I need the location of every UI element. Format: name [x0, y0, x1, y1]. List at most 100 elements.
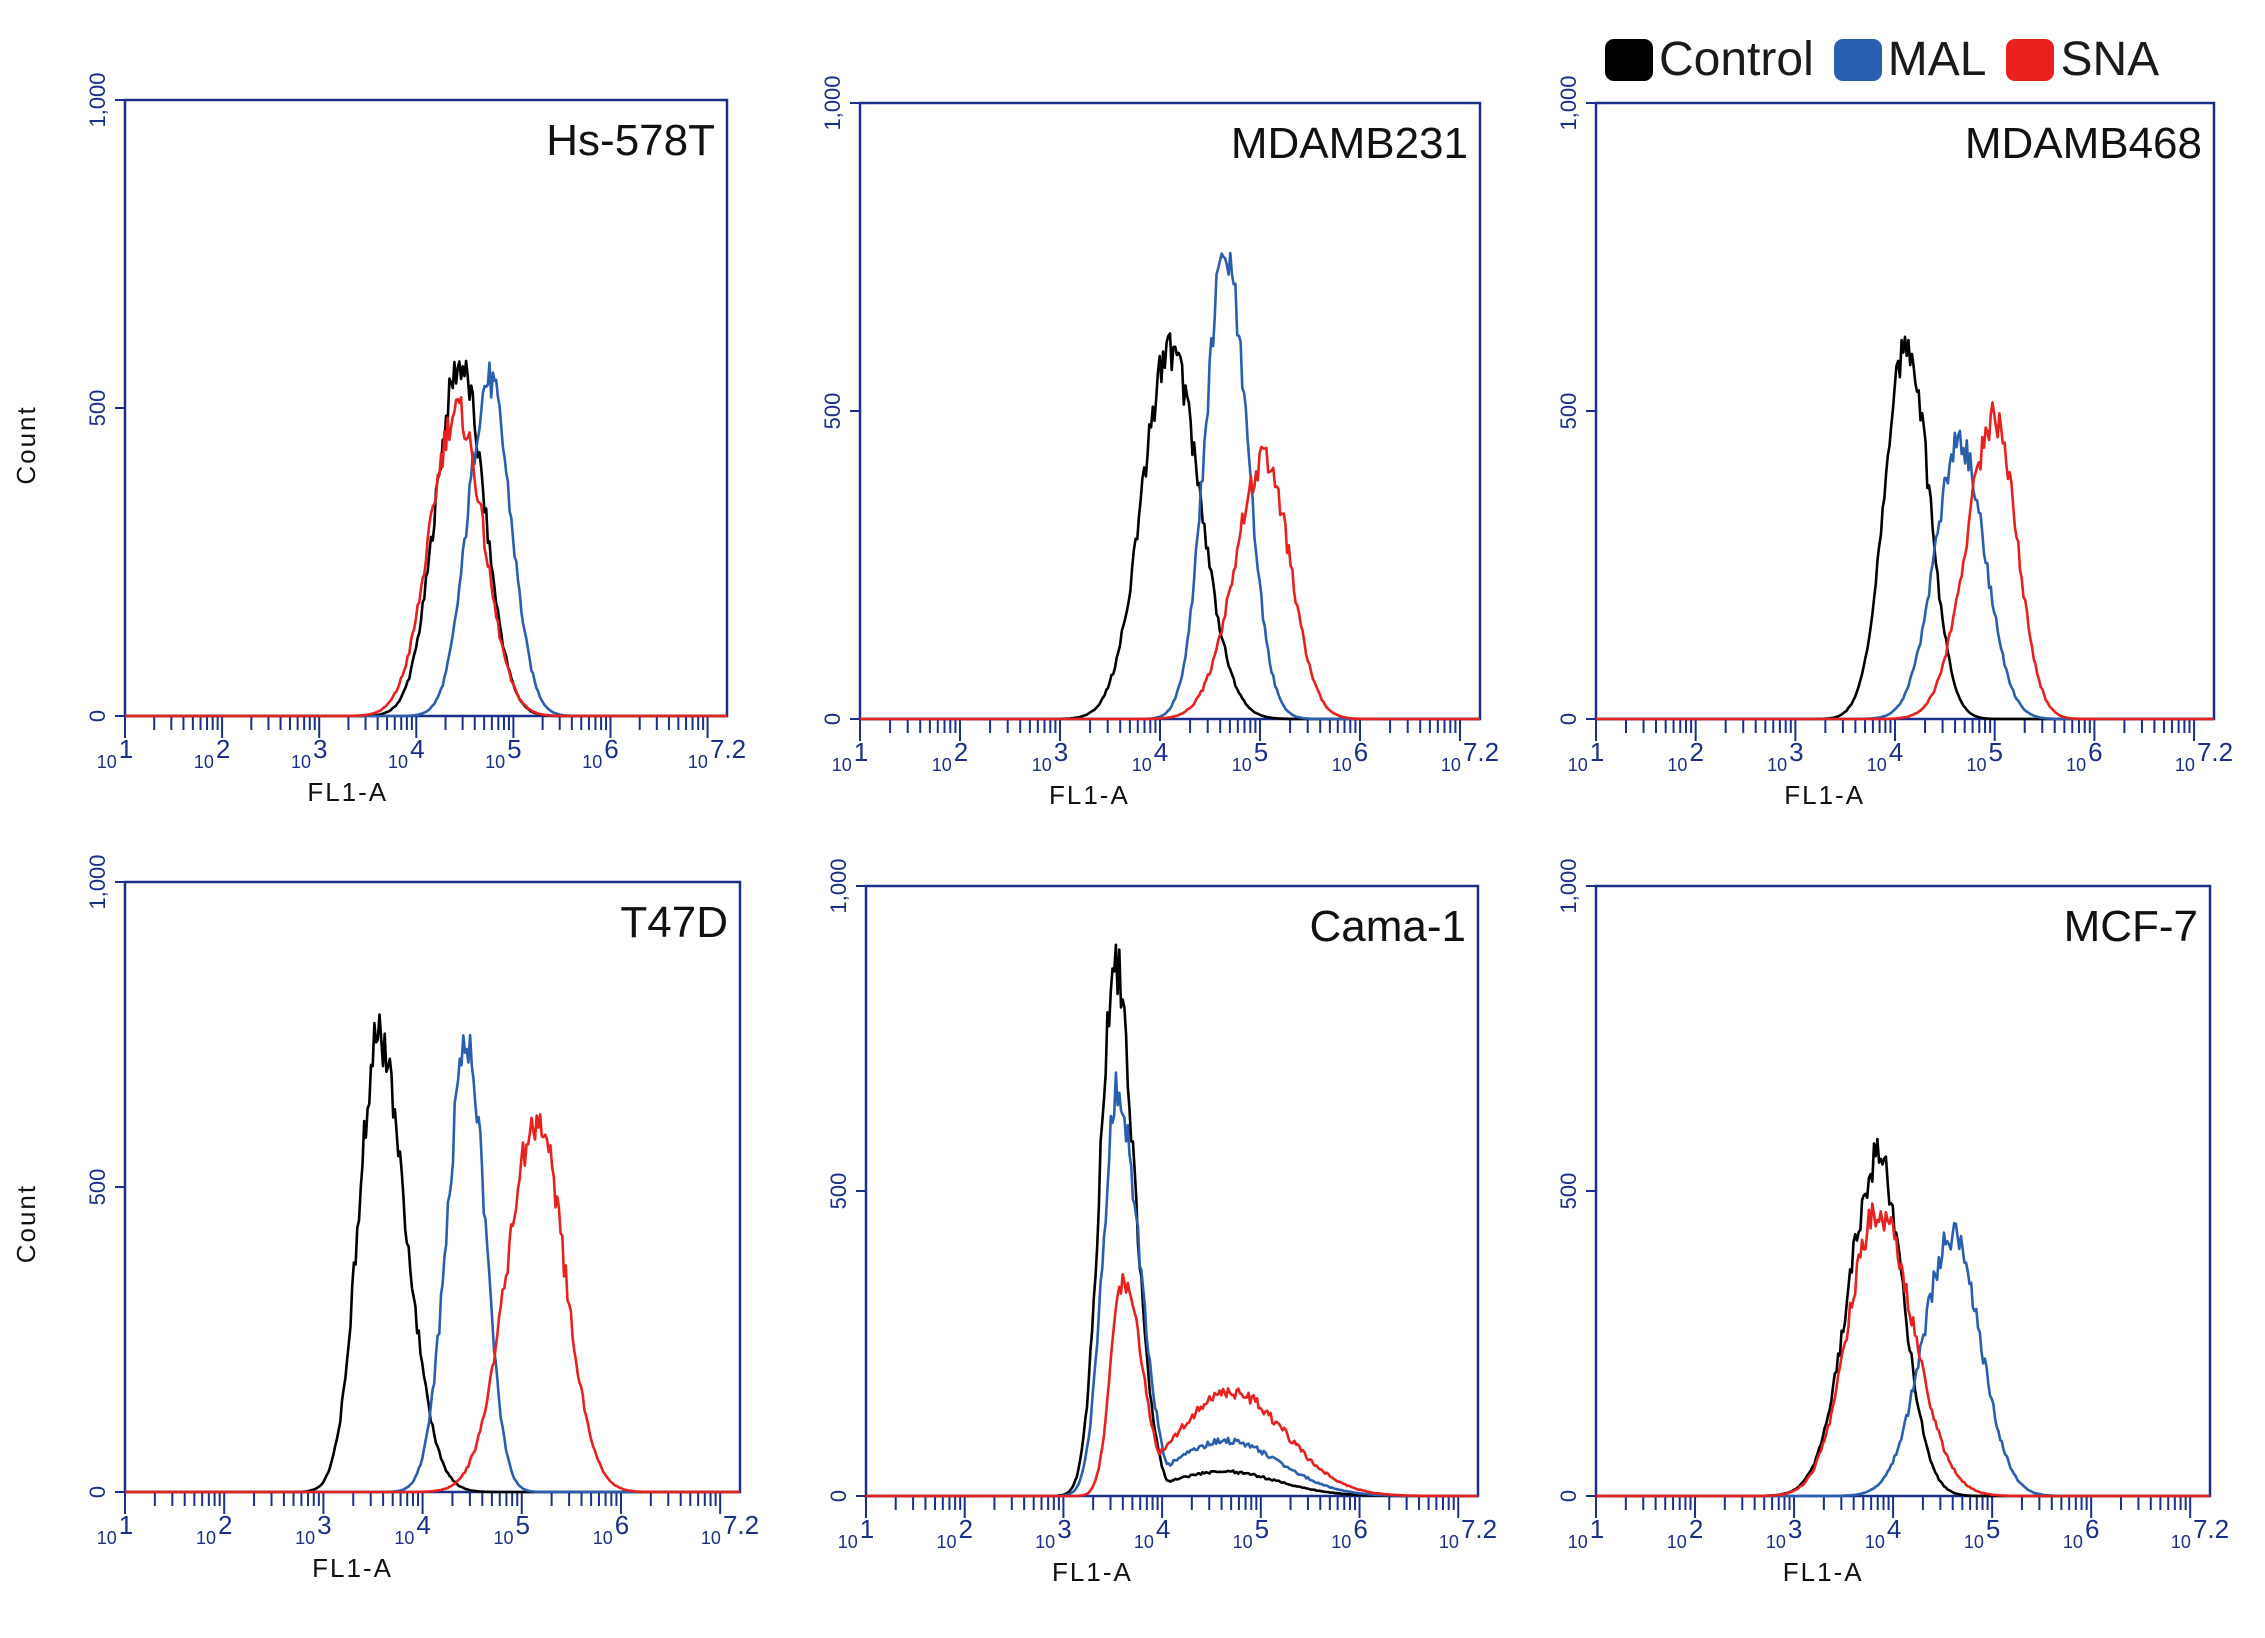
x-minor-ticks [1595, 719, 2196, 741]
x-tick-label: 107.2 [701, 1510, 759, 1548]
x-tick-label: 107.2 [2175, 737, 2233, 775]
x-tick-label: 107.2 [1439, 1514, 1497, 1552]
x-tick-label: 106 [2066, 737, 2103, 775]
y-tick-label: 1,000 [85, 854, 110, 909]
x-tick-label: 105 [1964, 1514, 2001, 1552]
y-tick-label: 1,000 [826, 858, 851, 913]
x-tick-label: 106 [582, 734, 619, 772]
x-tick-label: 105 [1233, 1514, 1270, 1552]
x-tick-label: 101 [838, 1514, 875, 1552]
x-tick-label: 107.2 [2171, 1514, 2229, 1552]
y-tick-label: 0 [826, 1490, 851, 1502]
x-tick-label: 104 [1867, 737, 1904, 775]
x-tick-label: 101 [1568, 737, 1605, 775]
x-tick-label: 101 [1568, 1514, 1605, 1552]
legend-item-control: Control [1605, 36, 1814, 84]
plot-frame [1594, 884, 2212, 1498]
plot-frame [864, 884, 1480, 1498]
y-axis-label: Count [11, 405, 41, 484]
x-tick-label: 104 [1132, 737, 1169, 775]
series-control-line [1596, 1137, 2210, 1498]
histogram-panel-5: 0 500 1,000 101 102 103 104 105 106 107.2 FL1-A Cam… [826, 858, 1497, 1587]
y-tick-label: 0 [1556, 1490, 1581, 1502]
x-tick-label: 103 [1767, 737, 1804, 775]
legend-item-mal: MAL [1833, 33, 1987, 86]
panel-title: MDAMB231 [1231, 119, 1468, 168]
legend-label-mal: MAL [1887, 33, 1987, 86]
plot-frame [1594, 101, 2216, 721]
plot-frame [858, 101, 1482, 721]
x-tick-label: 106 [1332, 737, 1369, 775]
x-tick-label: 102 [196, 1510, 233, 1548]
x-tick-label: 101 [97, 734, 134, 772]
y-tick-label: 0 [85, 1486, 110, 1498]
series-control-line [866, 943, 1478, 1498]
x-tick-label: 107.2 [1441, 737, 1499, 775]
x-tick-label: 105 [1232, 737, 1269, 775]
x-tick-label: 104 [1865, 1514, 1902, 1552]
histogram-panel-3: 0 500 1,000 101 102 103 104 105 106 107.2 FL1-A MDA… [1556, 75, 2233, 810]
series-control-line [125, 1013, 740, 1494]
x-tick-label: 102 [1667, 1514, 1704, 1552]
x-minor-ticks [124, 1492, 722, 1514]
x-minor-ticks [859, 719, 1461, 741]
series-sna-line [125, 1113, 740, 1494]
legend-label-control: Control [1659, 33, 1814, 86]
series-control-line [125, 359, 727, 718]
legend: Control MAL SNA [1605, 34, 2173, 86]
x-tick-label: 103 [1032, 737, 1069, 775]
panel-title: Hs-578T [546, 116, 715, 165]
series-control-line [860, 332, 1480, 721]
y-tick-label: 1,000 [1556, 75, 1581, 130]
y-tick-label: 0 [1556, 713, 1581, 725]
y-tick-label: 500 [85, 1169, 110, 1206]
x-tick-label: 107.2 [688, 734, 746, 772]
legend-swatch-sna [2006, 39, 2055, 81]
x-tick-label: 101 [97, 1510, 134, 1548]
series-sna-line [125, 396, 727, 718]
legend-swatch-mal [1833, 39, 1882, 81]
x-tick-label: 105 [494, 1510, 530, 1548]
x-axis-label: FL1-A [1783, 1557, 1864, 1587]
x-tick-label: 105 [485, 734, 522, 772]
y-axis-label: Count [11, 1184, 41, 1263]
series-mal-line [866, 1071, 1478, 1498]
y-tick-label: 500 [85, 390, 110, 427]
x-tick-label: 105 [1966, 737, 2003, 775]
x-axis-label: FL1-A [307, 777, 388, 807]
y-tick-label: 1,000 [85, 72, 110, 127]
x-tick-label: 102 [932, 737, 969, 775]
x-minor-ticks [1595, 1496, 2192, 1518]
histogram-panel-1: 0 500 1,000 101 102 103 104 105 106 107.2 FL1-A Cou… [11, 72, 746, 807]
legend-label-sna: SNA [2060, 33, 2160, 86]
y-tick-label: 500 [1556, 1173, 1581, 1210]
series-control-line [1596, 335, 2214, 721]
x-tick-label: 102 [936, 1514, 973, 1552]
x-tick-label: 102 [194, 734, 231, 772]
legend-item-sna: SNA [2006, 36, 2159, 84]
x-tick-label: 103 [1766, 1514, 1803, 1552]
panel-title: MCF-7 [2064, 902, 2198, 951]
y-tick-label: 500 [1556, 393, 1581, 430]
x-axis-label: FL1-A [312, 1553, 393, 1583]
x-tick-label: 104 [394, 1510, 431, 1548]
x-axis-label: FL1-A [1049, 780, 1130, 810]
x-tick-label: 103 [291, 734, 328, 772]
x-tick-label: 102 [1667, 737, 1704, 775]
histogram-panel-2: 0 500 1,000 101 102 103 104 105 106 107.2 FL1-A MDA… [820, 75, 1499, 810]
series-sna-line [1596, 401, 2214, 721]
plot-frame [123, 98, 729, 718]
x-axis-label: FL1-A [1784, 780, 1865, 810]
legend-swatch-control [1605, 39, 1653, 81]
y-tick-label: 500 [820, 393, 845, 430]
y-tick-label: 500 [826, 1173, 851, 1210]
y-tick-label: 1,000 [1556, 858, 1581, 913]
series-sna-line [1596, 1202, 2210, 1498]
histogram-panel-6: 0 500 1,000 101 102 103 104 105 106 107.2 FL1-A MCF… [1556, 858, 2229, 1587]
series-mal-line [1596, 1221, 2210, 1498]
x-minor-ticks [124, 716, 709, 738]
x-tick-label: 101 [832, 737, 869, 775]
y-tick-label: 1,000 [820, 75, 845, 130]
panel-title: T47D [620, 898, 728, 947]
